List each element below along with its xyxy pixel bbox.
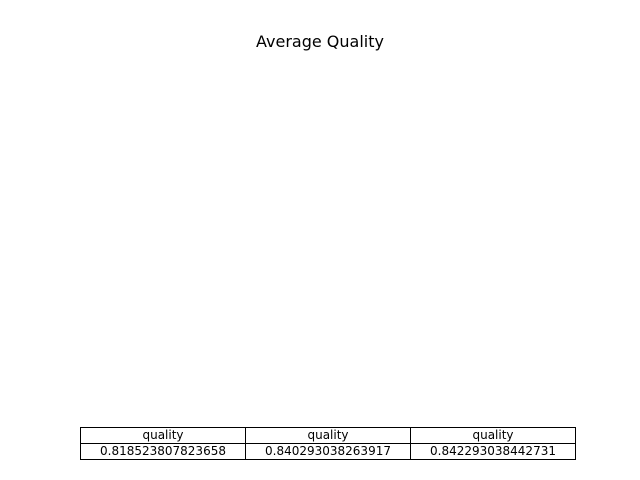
column-header: quality	[410, 427, 576, 444]
chart-title: Average Quality	[256, 32, 384, 51]
quality-table: quality quality quality 0.81852380782365…	[80, 427, 576, 460]
table-cell: 0.818523807823658	[80, 443, 246, 460]
table-cell: 0.842293038442731	[410, 443, 576, 460]
table-header-row: quality quality quality	[80, 427, 576, 444]
column-header: quality	[80, 427, 246, 444]
column-header: quality	[245, 427, 411, 444]
table-row: 0.818523807823658 0.840293038263917 0.84…	[80, 443, 576, 460]
table-cell: 0.840293038263917	[245, 443, 411, 460]
